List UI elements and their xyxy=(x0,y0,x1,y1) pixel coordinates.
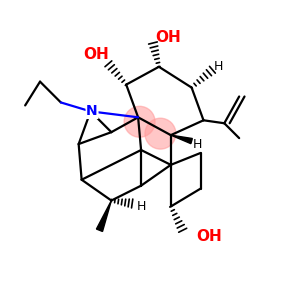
Text: OH: OH xyxy=(196,229,222,244)
Text: H: H xyxy=(136,200,146,213)
Text: H: H xyxy=(193,138,202,151)
Circle shape xyxy=(145,118,176,149)
Text: OH: OH xyxy=(84,47,110,62)
Polygon shape xyxy=(171,135,192,144)
Polygon shape xyxy=(96,200,111,232)
Text: H: H xyxy=(214,60,223,73)
Text: N: N xyxy=(86,104,98,118)
Circle shape xyxy=(124,106,155,137)
Text: OH: OH xyxy=(155,30,181,45)
